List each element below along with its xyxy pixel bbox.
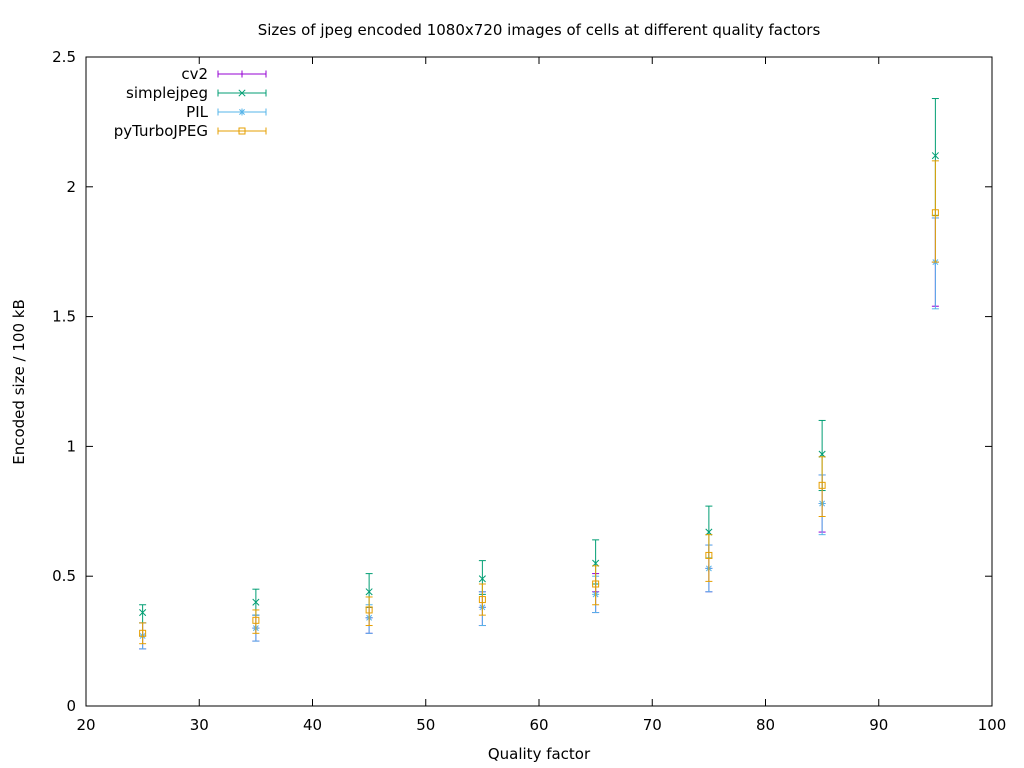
series-pil: [139, 217, 939, 650]
x-tick-label: 40: [303, 716, 322, 734]
error-bar: [365, 596, 373, 627]
legend-item: PIL: [186, 103, 267, 121]
series-cv2: [139, 217, 939, 650]
axis-ticks: [85, 56, 993, 707]
legend-label: pyTurboJPEG: [114, 122, 208, 140]
data-point: [478, 596, 486, 604]
plot-area-border: [85, 56, 993, 707]
x-tick-label: 80: [756, 716, 775, 734]
y-tick-label: 0.5: [52, 567, 76, 585]
x-tick-label: 50: [416, 716, 435, 734]
error-bar: [139, 604, 147, 624]
legend-swatch: [217, 127, 267, 135]
y-axis-label: Encoded size / 100 kB: [10, 299, 28, 465]
data-point: [478, 575, 486, 583]
axis-tick-labels: 20 30 40 50 60 70 80 90 100 0 0.5 1 1.5 2 2.5: [52, 48, 1006, 734]
x-tick-label: 60: [529, 716, 548, 734]
legend-item: simplejpeg: [126, 84, 267, 102]
error-bar: [818, 456, 826, 517]
data-series: [139, 98, 939, 650]
data-point: [252, 616, 260, 624]
legend-label: PIL: [186, 103, 208, 121]
data-point: [139, 608, 147, 617]
legend-marker: [238, 108, 246, 116]
legend-marker: [238, 127, 246, 135]
legend-marker: [238, 70, 246, 78]
x-tick-label: 30: [190, 716, 209, 734]
data-point: [818, 481, 826, 489]
x-tick-label: 90: [869, 716, 888, 734]
series-pyturbojpeg: [139, 160, 939, 645]
error-bar: [931, 160, 939, 263]
y-tick-label: 2: [66, 178, 76, 196]
data-point: [139, 629, 147, 637]
x-tick-label: 70: [643, 716, 662, 734]
error-bar: [592, 565, 600, 606]
y-tick-label: 1.5: [52, 308, 76, 326]
data-point: [252, 598, 260, 606]
x-tick-label: 100: [978, 716, 1007, 734]
legend-item: cv2: [181, 65, 267, 83]
legend-item: pyTurboJPEG: [114, 122, 267, 140]
data-point: [365, 606, 373, 614]
y-tick-label: 0: [66, 697, 76, 715]
x-axis-label: Quality factor: [488, 745, 591, 763]
legend-marker: [238, 89, 246, 97]
y-tick-label: 1: [66, 437, 76, 455]
error-bar: [252, 609, 260, 634]
data-point: [592, 580, 600, 588]
y-tick-label: 2.5: [52, 48, 76, 66]
data-point: [705, 551, 713, 559]
error-bar: [139, 622, 147, 645]
legend-label: simplejpeg: [126, 84, 208, 102]
legend-label: cv2: [181, 65, 208, 83]
chart-title: Sizes of jpeg encoded 1080x720 images of…: [258, 21, 821, 39]
data-point: [931, 152, 939, 160]
data-point: [931, 209, 939, 217]
series-simplejpeg: [139, 98, 939, 624]
x-tick-label: 20: [76, 716, 95, 734]
data-point: [365, 588, 373, 596]
error-bar: [478, 583, 486, 616]
